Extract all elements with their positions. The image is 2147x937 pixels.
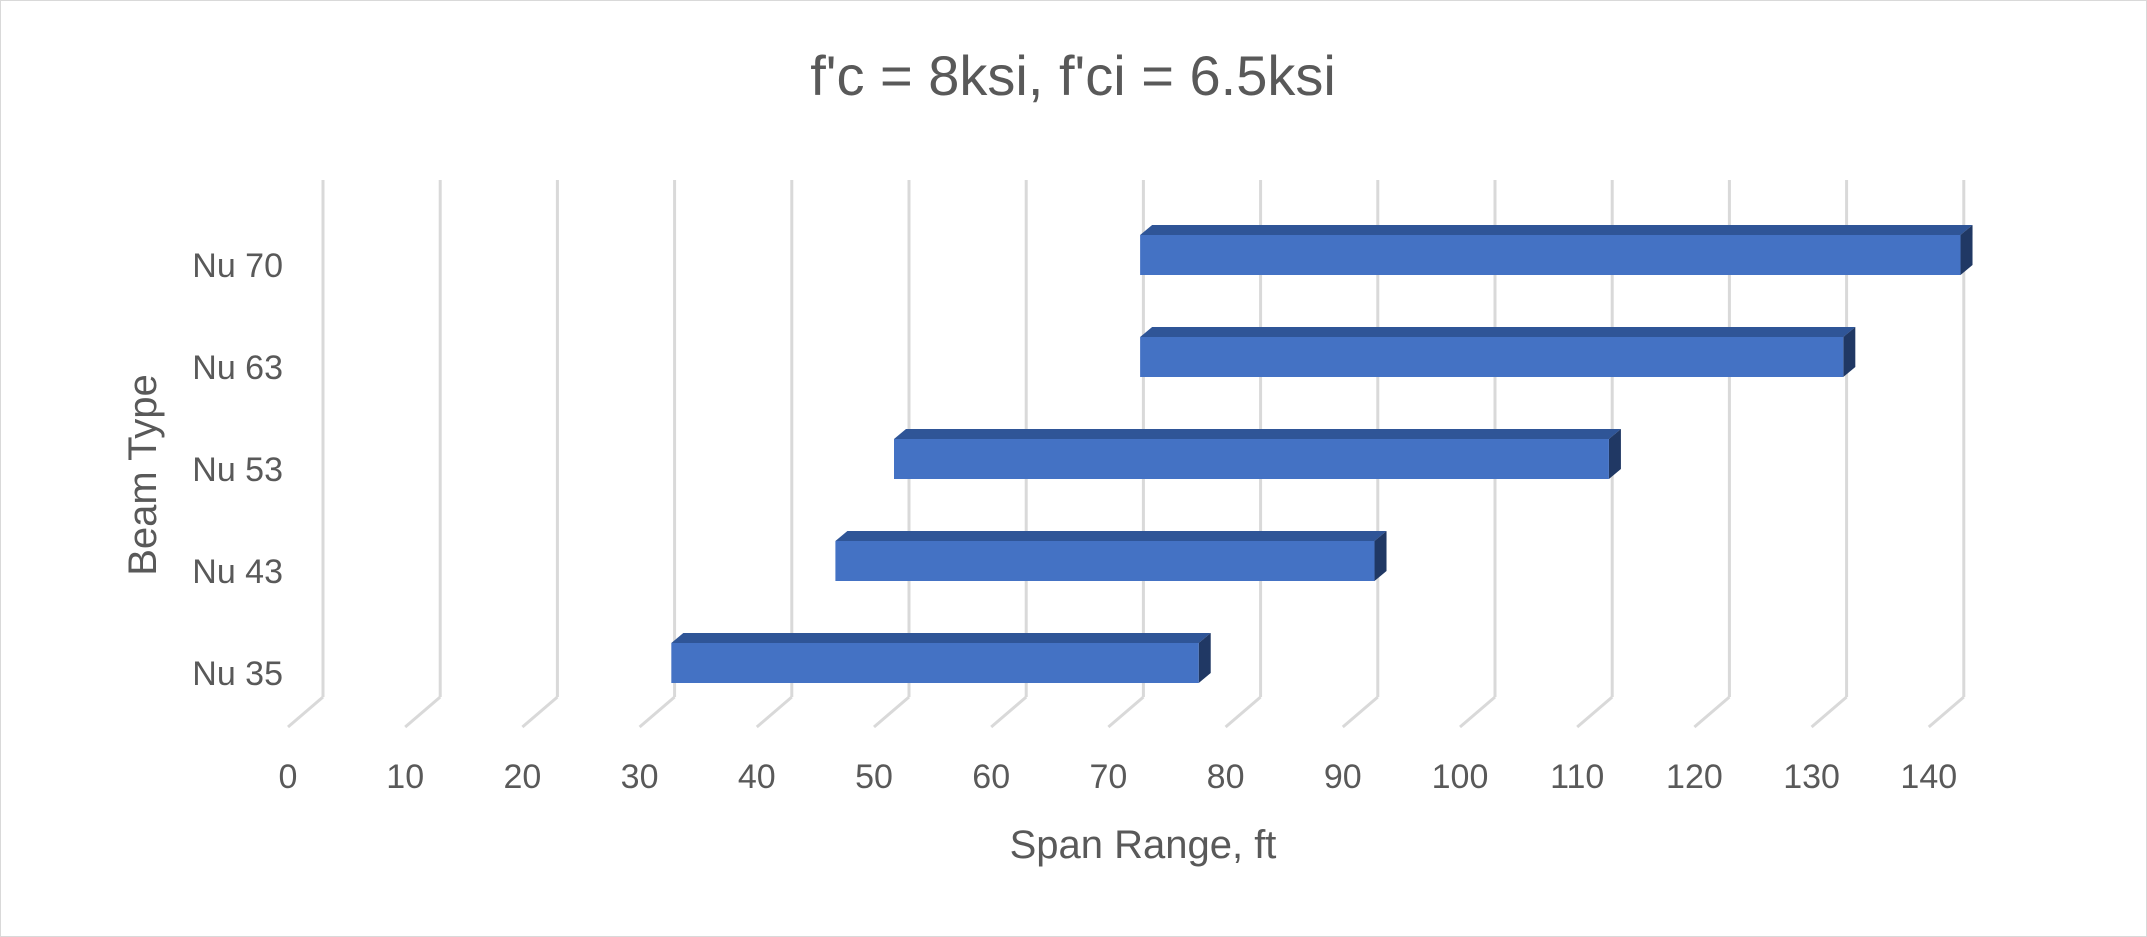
floor-gridline (1576, 695, 1614, 729)
floor-gridline (287, 695, 324, 729)
x-axis-title: Span Range, ft (1010, 823, 1277, 867)
x-tick-label: 130 (1783, 758, 1840, 796)
floor-gridline (1107, 695, 1145, 729)
x-tick-label: 140 (1900, 758, 1957, 796)
x-tick-label: 120 (1666, 758, 1723, 796)
floor-gridline (521, 695, 559, 729)
floor-gridline (404, 695, 442, 729)
x-tick-label: 20 (503, 758, 541, 796)
bar-front-face (835, 541, 1375, 581)
bar-side-face (1843, 327, 1856, 377)
x-tick-label: 110 (1550, 758, 1604, 796)
x-tick-label: 70 (1089, 758, 1127, 796)
floor-gridline (755, 695, 793, 729)
x-tick-label: 0 (279, 758, 298, 796)
bar-top-face (1140, 225, 1973, 235)
floor-gridline (1810, 695, 1848, 729)
x-tick-label: 80 (1207, 758, 1245, 796)
bar-top-face (671, 633, 1211, 643)
y-category-label: Nu 63 (192, 349, 283, 387)
floor-gridline (1224, 695, 1262, 729)
bars (671, 225, 1973, 683)
chart-title: f'c = 8ksi, f'ci = 6.5ksi (810, 44, 1336, 107)
floor-gridline (1693, 695, 1731, 729)
y-category-label: Nu 35 (192, 655, 283, 693)
bar-top-face (1140, 327, 1856, 337)
y-axis-title: Beam Type (121, 374, 165, 576)
bar-side-face (1374, 531, 1387, 581)
bar-nu-35 (671, 633, 1211, 683)
x-tick-label: 10 (386, 758, 424, 796)
floor-gridline (1459, 695, 1496, 729)
bar-top-face (894, 429, 1621, 439)
x-tick-label: 50 (855, 758, 893, 796)
bar-nu-70 (1140, 225, 1973, 275)
bar-front-face (894, 439, 1609, 479)
y-category-label: Nu 43 (192, 553, 283, 591)
bar-side-face (1608, 429, 1621, 479)
bar-nu-63 (1140, 327, 1856, 377)
y-category-label: Nu 53 (192, 451, 283, 489)
y-axis-categories: Nu 35 Nu 43 Nu 53 Nu 63 Nu 70 (192, 247, 283, 693)
bar-side-face (1960, 225, 1973, 275)
bar-nu-43 (835, 531, 1387, 581)
bar-front-face (671, 643, 1199, 683)
bar-front-face (1140, 337, 1844, 377)
floor-gridline (873, 695, 910, 729)
y-category-label: Nu 70 (192, 247, 283, 285)
floor-gridline (990, 695, 1028, 729)
x-tick-label: 90 (1324, 758, 1362, 796)
bar-top-face (835, 531, 1387, 541)
x-tick-label: 100 (1432, 758, 1489, 796)
floor-gridline (638, 695, 676, 729)
bar-side-face (1198, 633, 1211, 683)
x-tick-label: 40 (738, 758, 776, 796)
x-tick-label: 60 (972, 758, 1010, 796)
floor-gridline (1341, 695, 1379, 729)
x-axis-ticks: 0 10 20 30 40 50 60 70 80 90 100 110 120 130 140 (279, 758, 1958, 796)
bar-front-face (1140, 235, 1961, 275)
x-tick-label: 30 (621, 758, 659, 796)
bar-nu-53 (894, 429, 1621, 479)
floor-gridline (1927, 695, 1965, 729)
